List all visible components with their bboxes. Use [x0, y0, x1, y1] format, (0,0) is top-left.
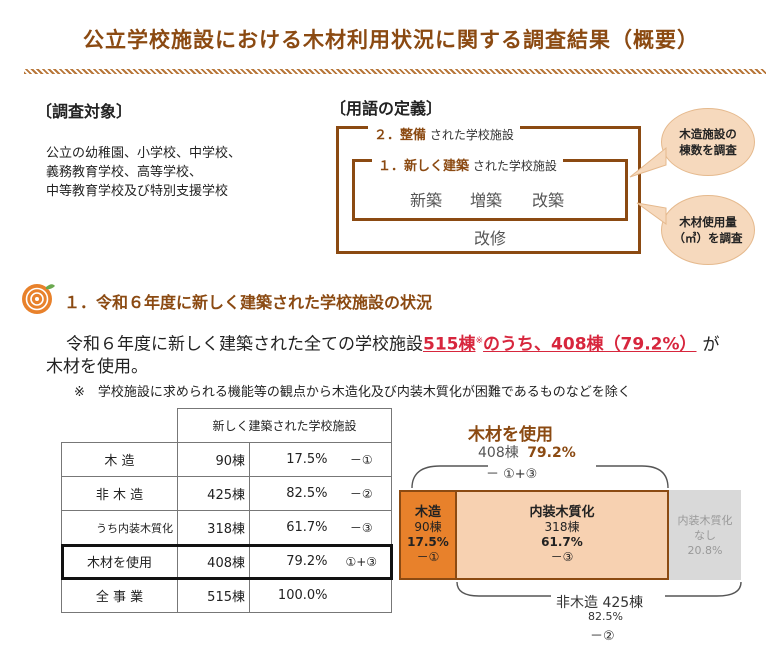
lead-total: 515棟	[423, 334, 476, 355]
bar-interior-pct: 61.7%	[541, 535, 583, 549]
bar-wood: 木造 90棟 17.5% －①	[399, 490, 457, 580]
row-pct: 17.5%	[249, 442, 332, 477]
row-count: 515棟	[177, 578, 250, 613]
bar-none-pct: 20.8%	[687, 543, 723, 557]
row-label: 木 造	[61, 442, 178, 477]
bar-wood-count: 90棟	[414, 520, 442, 534]
bubble-line: 木材使用量	[679, 215, 737, 229]
wood-use-count: 408棟	[478, 445, 519, 461]
nonwood-title: 非木造 425棟	[556, 595, 644, 611]
wood-use-pct: 79.2%	[527, 445, 576, 461]
table-row: うち内装木質化 318棟 61.7% －③	[61, 510, 392, 545]
table-header: 新しく建築された学校施設	[177, 408, 392, 443]
row-ref: ①+③	[331, 544, 392, 579]
row-count: 90棟	[177, 442, 250, 477]
inner-box-label: １．新しく建築 された学校施設	[372, 155, 563, 174]
word-new-build: 新築	[410, 191, 443, 210]
target-line: 公立の幼稚園、小学校、中学校、	[46, 146, 242, 161]
wood-use-brace	[411, 465, 669, 489]
word-extension: 増築	[470, 191, 503, 210]
row-pct: 61.7%	[249, 510, 332, 545]
table-header-row: 新しく建築された学校施設	[61, 408, 392, 443]
lead-wood-use: のうち、408棟（79.2%）	[483, 334, 697, 355]
summary-table: 新しく建築された学校施設 木 造 90棟 17.5% －① 非 木 造 425棟…	[60, 408, 393, 613]
table-corner	[61, 408, 178, 443]
table-row: 全 事 業 515棟 100.0%	[61, 578, 392, 613]
target-list: 公立の幼稚園、小学校、中学校、 義務教育学校、高等学校、 中等教育学校及び特別支…	[46, 144, 241, 201]
row-label: 木材を使用	[61, 544, 178, 579]
word-rebuild: 改築	[532, 191, 565, 210]
bar-wood-label: 木造	[414, 505, 441, 520]
title-divider	[24, 69, 766, 74]
table-row: 木 造 90棟 17.5% －①	[61, 442, 392, 477]
row-ref: －②	[331, 476, 392, 511]
word-renovation: 改修	[474, 229, 507, 248]
bubble-pointer-top	[629, 146, 667, 178]
bubble-line: （㎥）を調査	[673, 231, 743, 245]
nonwood-brace	[456, 581, 742, 597]
inner-suffix: された学校施設	[472, 159, 557, 173]
bubble-pointer-bottom	[636, 202, 667, 225]
bubble-line: 棟数を調査	[679, 143, 737, 157]
row-pct: 100.0%	[249, 578, 332, 613]
inner-term: 新しく建築	[404, 159, 470, 174]
bar-interior-count: 318棟	[544, 520, 580, 534]
lead-note-mark: ※	[475, 336, 484, 346]
wood-log-icon	[22, 284, 55, 314]
section1-lead: 令和６年度に新しく建築された全ての学校施設515棟※のうち、408棟（79.2%…	[46, 330, 720, 378]
row-label: 非 木 造	[61, 476, 178, 511]
lead-text-end: が	[702, 334, 720, 355]
section1-note: ※ 学校施設に求められる機能等の観点から木造化及び内装木質化が困難であるものなど…	[74, 385, 631, 400]
nonwood-ref: －②	[590, 629, 615, 644]
bubble-line: 木造施設の	[679, 127, 737, 141]
bar-none-label2: なし	[694, 528, 716, 542]
row-label: 全 事 業	[61, 578, 178, 613]
bubble-wood-volume: 木材使用量 （㎥）を調査	[661, 195, 755, 265]
target-line: 義務教育学校、高等学校、	[46, 165, 203, 180]
wood-use-title: 木材を使用	[468, 425, 553, 445]
row-count: 318棟	[177, 510, 250, 545]
bar-wood-pct: 17.5%	[407, 535, 449, 549]
target-heading: 〔調査対象〕	[36, 102, 133, 121]
row-count: 425棟	[177, 476, 250, 511]
row-label: うち内装木質化	[61, 510, 178, 545]
row-count: 408棟	[177, 544, 250, 579]
bar-wood-ref: －①	[416, 550, 440, 564]
bar-interior: 内装木質化 318棟 61.7% －③	[457, 490, 669, 580]
inner-num: １．	[378, 159, 405, 174]
bubble-wood-count: 木造施設の棟数を調査	[661, 108, 755, 176]
section1-heading: １．令和６年度に新しく建築された学校施設の状況	[64, 293, 433, 312]
target-line: 中等教育学校及び特別支援学校	[46, 184, 229, 199]
outer-num: ２．	[374, 128, 401, 143]
wood-use-figures: 408棟 79.2%	[478, 442, 576, 462]
lead-text-line2: 木材を使用。	[46, 356, 148, 377]
row-pct: 82.5%	[249, 476, 332, 511]
nonwood-pct: 82.5%	[588, 610, 623, 623]
definitions-heading: 〔用語の定義〕	[330, 99, 443, 118]
bar-no-interior: 内装木質化 なし 20.8%	[669, 490, 741, 580]
page-title: 公立学校施設における木材利用状況に関する調査結果（概要）	[83, 28, 699, 52]
row-ref: －③	[331, 510, 392, 545]
outer-suffix: された学校施設	[429, 128, 514, 142]
lead-text: 令和６年度に新しく建築された全ての学校施設	[66, 334, 423, 355]
table-row-highlight: 木材を使用 408棟 79.2% ①+③	[60, 543, 393, 580]
row-pct: 79.2%	[249, 544, 332, 579]
bar-interior-label: 内装木質化	[529, 505, 595, 520]
bar-none-label: 内装木質化	[677, 513, 733, 527]
outer-term: 整備	[400, 128, 427, 143]
outer-box-label: ２．整備 された学校施設	[368, 124, 520, 143]
row-ref: －①	[331, 442, 392, 477]
table-row: 非 木 造 425棟 82.5% －②	[61, 476, 392, 511]
wood-use-ref: － ①+③	[486, 467, 538, 482]
bar-interior-ref: －③	[550, 550, 574, 564]
row-ref	[331, 578, 392, 613]
